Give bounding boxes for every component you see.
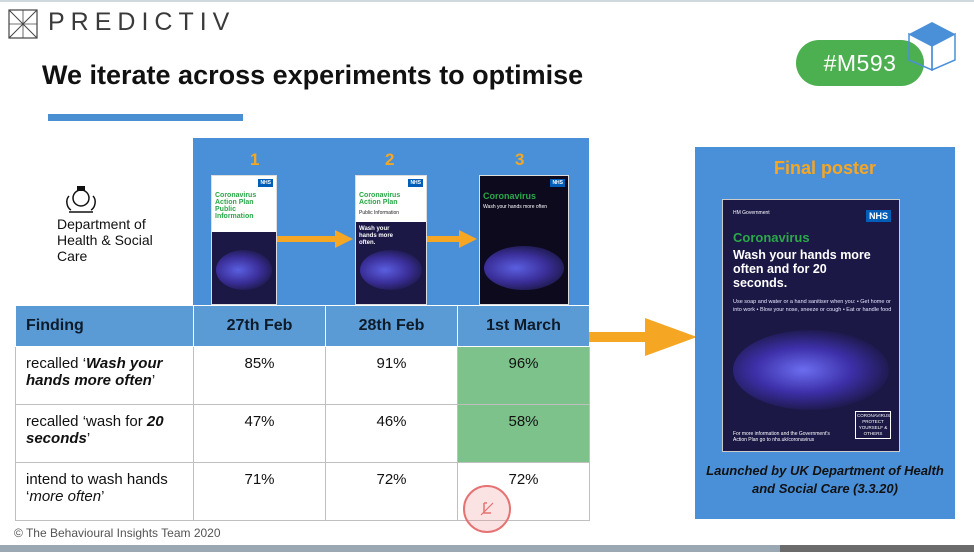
value-cell: 85% [193, 346, 326, 405]
poster-footer: For more information and the Government'… [733, 431, 830, 443]
poster-heading: Coronavirus Action Plan Public Informati… [215, 192, 257, 220]
column-header: 1st March [457, 305, 590, 347]
protect-badge: CORONAVIRUS PROTECT YOURSELF & OTHERS [855, 411, 891, 439]
hand-image [360, 250, 422, 290]
value-cell: 72% [325, 462, 458, 521]
hand-image [733, 330, 889, 410]
finding-cell: intend to wash hands ‘more often’ [15, 462, 194, 521]
iteration-number-3: 3 [515, 150, 525, 169]
poster-body: Wash your hands more often. [359, 226, 394, 246]
poster-heading: Coronavirus Action Plan [359, 192, 401, 206]
column-header: Finding [15, 305, 194, 347]
poster-iteration-1: NHS Coronavirus Action Plan Public Infor… [211, 175, 277, 305]
nhs-logo: NHS [408, 179, 423, 187]
iteration-number-2: 2 [385, 150, 395, 169]
value-cell-highlighted: 96% [457, 346, 590, 405]
column-header: 27th Feb [193, 305, 326, 347]
predictiv-logo-icon [8, 9, 38, 39]
cube-icon [908, 22, 956, 72]
video-progress-bar[interactable] [0, 545, 974, 552]
poster-heading: Coronavirus [733, 230, 810, 245]
value-cell: 91% [325, 346, 458, 405]
department-logo: Department of Health & Social Care [57, 184, 167, 264]
hand-image [484, 246, 564, 290]
title-underline [48, 114, 243, 121]
cursor-highlight-icon [463, 485, 511, 533]
poster-subheading: Public Information [359, 210, 400, 216]
royal-crest-icon [66, 186, 96, 213]
iteration-number-1: 1 [250, 150, 260, 169]
table-row: intend to wash hands ‘more often’ 71% 72… [15, 462, 590, 521]
table-row: recalled ‘wash for 20 seconds’ 47% 46% 5… [15, 404, 590, 463]
findings-table: Finding 27th Feb 28th Feb 1st March reca… [15, 305, 590, 521]
value-cell: 46% [325, 404, 458, 463]
poster-body: Wash your hands more often [483, 204, 548, 210]
value-cell: 71% [193, 462, 326, 521]
poster-iteration-2: NHS Coronavirus Action Plan Public Infor… [355, 175, 427, 305]
hand-image [216, 250, 272, 290]
final-poster-caption: Launched by UK Department of Health and … [706, 463, 944, 496]
finding-cell: recalled ‘Wash your hands more often’ [15, 346, 194, 405]
poster-instructions: Use soap and water or a hand sanitiser w… [733, 299, 892, 313]
pointer-icon [480, 502, 494, 516]
nhs-logo: NHS [865, 210, 891, 222]
finding-cell: recalled ‘wash for 20 seconds’ [15, 404, 194, 463]
slide-title: We iterate across experiments to optimis… [42, 60, 584, 90]
nhs-logo: NHS [258, 179, 273, 187]
hm-government-logo: HM Government [733, 210, 770, 216]
poster-heading: Coronavirus [483, 191, 537, 201]
value-cell: 47% [193, 404, 326, 463]
copyright-text: © The Behavioural Insights Team 2020 [14, 526, 221, 540]
final-poster-image: HM Government NHS Coronavirus Wash your … [722, 199, 900, 452]
final-poster-title: Final poster [773, 158, 876, 178]
slide-tag: #M593 [796, 40, 924, 86]
column-header: 28th Feb [325, 305, 458, 347]
arrow-right-icon [589, 318, 697, 356]
brand-name: PREDICTIV [48, 8, 236, 36]
arrow-right-icon [427, 230, 477, 248]
arrow-right-icon [277, 230, 353, 248]
top-rule [0, 0, 974, 2]
value-cell-highlighted: 58% [457, 404, 590, 463]
poster-iteration-3: NHS Coronavirus Wash your hands more oft… [479, 175, 569, 305]
poster-body: Wash your hands more often and for 20 se… [733, 248, 871, 290]
video-progress-fill [0, 545, 780, 552]
table-row: recalled ‘Wash your hands more often’ 85… [15, 346, 590, 405]
department-name: Department of Health & Social Care [57, 216, 153, 264]
table-header-row: Finding 27th Feb 28th Feb 1st March [15, 305, 590, 347]
nhs-logo: NHS [550, 179, 565, 187]
